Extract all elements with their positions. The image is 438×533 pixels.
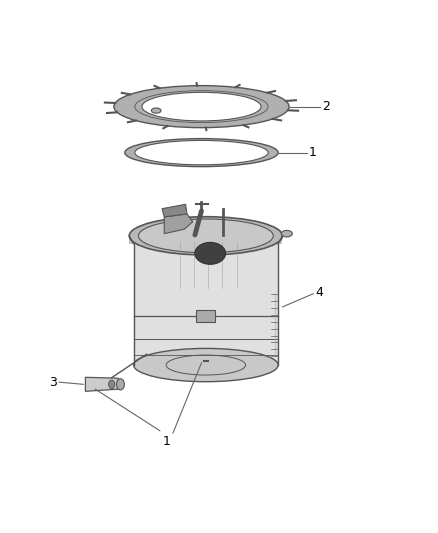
Polygon shape	[162, 204, 187, 217]
Ellipse shape	[135, 140, 268, 165]
Text: 1: 1	[162, 435, 170, 448]
Ellipse shape	[142, 92, 261, 121]
Polygon shape	[129, 236, 283, 244]
Ellipse shape	[129, 217, 283, 255]
Ellipse shape	[152, 108, 161, 113]
Text: 4: 4	[315, 286, 323, 299]
Text: 1: 1	[309, 146, 317, 159]
Ellipse shape	[117, 379, 124, 390]
Polygon shape	[85, 377, 118, 391]
Ellipse shape	[281, 230, 292, 237]
Ellipse shape	[114, 86, 289, 128]
Text: 3: 3	[49, 376, 57, 389]
Polygon shape	[164, 214, 193, 233]
Ellipse shape	[125, 139, 278, 167]
FancyBboxPatch shape	[196, 310, 215, 322]
Ellipse shape	[195, 243, 226, 264]
Ellipse shape	[138, 219, 273, 253]
Ellipse shape	[134, 349, 278, 382]
Text: 2: 2	[322, 100, 330, 113]
Polygon shape	[134, 236, 278, 365]
Ellipse shape	[109, 380, 115, 389]
